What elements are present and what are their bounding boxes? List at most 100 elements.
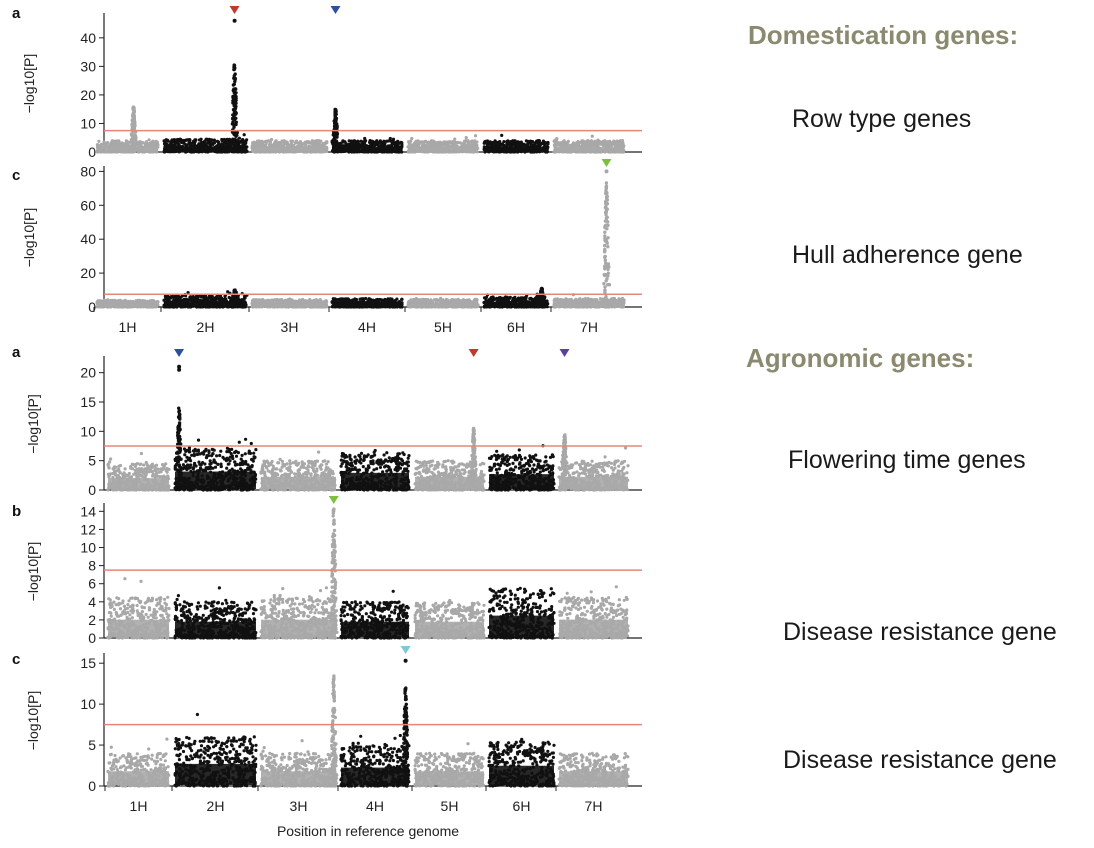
- snp-point: [154, 140, 158, 144]
- snp-point: [370, 139, 374, 143]
- snp-point: [96, 299, 100, 303]
- snp-point: [413, 142, 417, 146]
- snp-point: [572, 141, 576, 145]
- snp-point: [149, 150, 153, 154]
- peak-point: [234, 116, 238, 121]
- snp-point: [461, 142, 465, 146]
- snp-band: [252, 303, 327, 306]
- snp-point: [463, 139, 467, 143]
- snp-point: [578, 141, 582, 145]
- snp-point: [590, 134, 594, 138]
- snp-point: [424, 139, 428, 143]
- snp-point: [518, 141, 522, 145]
- snp-point: [97, 139, 101, 143]
- peak-point: [231, 99, 235, 103]
- y-axis-label: −log10[P]: [21, 54, 37, 114]
- snp-point: [475, 143, 479, 147]
- snp-point: [213, 141, 217, 145]
- peak-point: [333, 115, 338, 119]
- snp-point: [424, 143, 428, 147]
- snp-point: [304, 143, 308, 148]
- snp-point: [603, 140, 607, 144]
- y-tick-label: 0: [88, 299, 96, 315]
- snp-point: [359, 143, 363, 147]
- peak-point: [232, 76, 236, 80]
- snp-point: [307, 299, 311, 303]
- snp-point: [364, 144, 368, 148]
- snp-point: [224, 138, 228, 142]
- peak-point: [232, 90, 236, 95]
- snp-point: [192, 150, 196, 154]
- snp-point: [586, 143, 590, 147]
- snp-point: [241, 139, 245, 143]
- snp-point: [554, 144, 558, 148]
- snp-point: [469, 140, 473, 144]
- peak-point: [128, 148, 133, 153]
- snp-point: [575, 144, 579, 148]
- chromosome-3H-points: [250, 137, 329, 154]
- snp-point: [254, 141, 258, 145]
- snp-point: [283, 142, 287, 146]
- peak-point: [232, 67, 237, 72]
- snp-point: [382, 139, 386, 143]
- chromosome-3H-points: [250, 297, 329, 309]
- snp-point: [529, 139, 533, 143]
- peak-point: [234, 140, 238, 144]
- snp-point: [166, 139, 170, 143]
- y-tick-label: 20: [80, 265, 96, 281]
- peak-point: [231, 94, 235, 99]
- snp-point: [171, 139, 175, 143]
- peak-point: [233, 146, 237, 150]
- chromosome-2H-points: [162, 18, 249, 154]
- snp-point: [420, 144, 424, 148]
- snp-point: [294, 141, 298, 145]
- snp-point: [500, 133, 504, 137]
- snp-point: [542, 140, 546, 144]
- snp-point: [283, 298, 287, 303]
- snp-point: [310, 299, 314, 303]
- snp-point: [214, 295, 218, 299]
- peak-point: [130, 132, 134, 136]
- snp-point: [291, 299, 295, 303]
- snp-point: [309, 141, 313, 145]
- snp-point: [222, 298, 226, 302]
- snp-point: [400, 143, 404, 147]
- peak-point: [333, 112, 337, 116]
- peak-point: [131, 111, 135, 116]
- snp-point: [274, 139, 278, 143]
- snp-point: [164, 295, 168, 299]
- snp-point: [270, 137, 274, 142]
- snp-point: [453, 140, 457, 144]
- snp-point: [208, 294, 212, 298]
- snp-point: [204, 138, 208, 142]
- chromosome-5H-points: [406, 134, 480, 154]
- peak-point: [232, 289, 236, 293]
- snp-band: [484, 146, 548, 151]
- locus-marker-triangle: [229, 6, 240, 14]
- peak-point: [230, 301, 235, 305]
- peak-point: [131, 139, 135, 143]
- snp-point: [145, 299, 150, 303]
- snp-point: [252, 298, 256, 302]
- snp-point: [352, 139, 356, 143]
- snp-point: [194, 296, 198, 300]
- snp-point: [96, 143, 100, 147]
- snp-point: [443, 141, 447, 145]
- snp-point: [302, 300, 306, 304]
- snp-point: [317, 300, 321, 304]
- snp-point: [490, 141, 495, 145]
- snp-point: [347, 143, 351, 147]
- peak-point: [332, 150, 336, 154]
- snp-point: [279, 143, 283, 147]
- peak-point: [232, 82, 236, 87]
- snp-point: [169, 143, 173, 147]
- chromosome-4H-points: [330, 296, 404, 309]
- snp-point: [409, 139, 413, 143]
- snp-point: [217, 141, 221, 145]
- chromosome-6H-points: [482, 133, 550, 154]
- snp-point: [473, 134, 478, 138]
- snp-band: [332, 146, 402, 151]
- peak-point: [134, 138, 138, 143]
